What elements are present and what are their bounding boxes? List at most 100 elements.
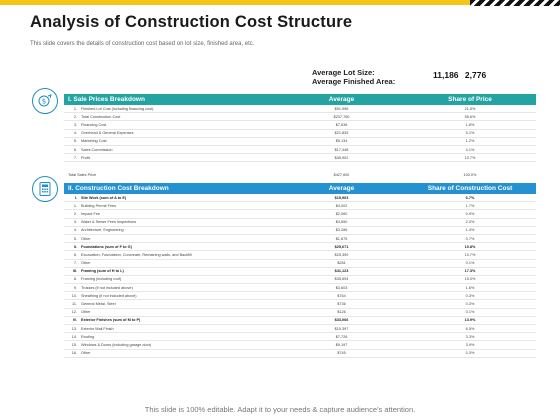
row-share: 0.3% bbox=[465, 302, 475, 307]
row-average: $2,060 bbox=[335, 211, 348, 216]
row-number: 5. bbox=[73, 139, 77, 144]
row-label: Exterior Wall Finish bbox=[81, 326, 114, 331]
row-label-cell: 8. Framing (including roof) bbox=[64, 277, 279, 281]
row-number: 16. bbox=[71, 351, 77, 356]
row-average: $21,835 bbox=[334, 131, 349, 136]
row-label: Sales Commission bbox=[81, 147, 113, 152]
row-label: Roofing bbox=[81, 334, 95, 339]
row-number: 3. bbox=[73, 220, 77, 225]
row-share: 5.1% bbox=[465, 131, 475, 136]
summary-values: 11,186 2,776 bbox=[433, 70, 486, 80]
table-row: IV. Exterior Finishes (sum of M to P) $33,… bbox=[64, 317, 536, 325]
row-number: III. bbox=[72, 269, 77, 274]
row-label: Finished Lot Cost (including financing c… bbox=[81, 106, 154, 111]
row-number: 5. bbox=[73, 236, 77, 241]
row-label: Total Construction Cost bbox=[81, 114, 121, 119]
construction-col-share: Share of Construction Cost bbox=[427, 185, 513, 192]
calculator-icon bbox=[32, 176, 58, 202]
row-share: 3.3% bbox=[465, 334, 475, 339]
table-row: 11. General Metal, Steel $736 0.3% bbox=[64, 300, 536, 309]
row-label-cell: 3. Financing Cost bbox=[64, 123, 279, 127]
table-row: 13. Exterior Wall Finish $15,397 6.5% bbox=[64, 325, 536, 334]
row-number: I. bbox=[74, 195, 77, 200]
table-row: 7. Profit $45,902 10.7% bbox=[64, 154, 536, 163]
row-share: 1.7% bbox=[465, 203, 475, 208]
row-label-cell: 3. Water & Sewer Fees Inspections bbox=[64, 220, 279, 224]
row-label: Overhead & General Expenses bbox=[81, 131, 134, 136]
row-label: General Metal, Steel bbox=[81, 302, 116, 307]
sale-col-label: I. Sale Prices Breakdown bbox=[68, 96, 145, 103]
table-row: 9. Trusses (if not included above) $3,603 1… bbox=[64, 284, 536, 293]
row-average: $5,134 bbox=[335, 139, 348, 144]
footer-note: This slide is 100% editable. Adapt it to… bbox=[144, 405, 416, 414]
sale-table-header: I. Sale Prices Breakdown Average Share o… bbox=[64, 94, 536, 105]
row-number: II. bbox=[73, 244, 77, 249]
row-label: Profit bbox=[81, 155, 90, 160]
row-average: $25,390 bbox=[334, 252, 349, 257]
table-row: 4. Architecture, Engineering $3,286 1.4% bbox=[64, 227, 536, 235]
finished-area-value: 2,776 bbox=[464, 70, 487, 80]
row-number: 10. bbox=[71, 293, 77, 298]
row-label-cell: 13. Exterior Wall Finish bbox=[64, 327, 279, 331]
row-number: 14. bbox=[71, 334, 77, 339]
row-share: 0.9% bbox=[465, 211, 475, 216]
row-label-cell: 2. Impact Fee bbox=[64, 212, 279, 216]
table-row: 2. Total Construction Cost $237,760 55.6% bbox=[64, 113, 536, 122]
construction-rows: I. Site Work (sum of A to E) $15,903 6.7% 1.… bbox=[64, 194, 536, 358]
row-label: Financing Cost bbox=[81, 122, 107, 127]
row-label: Windows & Doors (including garage door) bbox=[81, 342, 152, 347]
row-number: 2. bbox=[73, 114, 77, 119]
row-share: 0.1% bbox=[465, 310, 475, 315]
sale-col-average: Average bbox=[328, 96, 355, 103]
table-row: II. Foundations (sum of F to G) $25,671 10.… bbox=[64, 243, 536, 252]
row-label: Framing (including roof) bbox=[81, 277, 122, 282]
table-row: 16. Other $745 0.3% bbox=[64, 350, 536, 358]
page-subtitle: This slide covers the details of constru… bbox=[30, 41, 255, 47]
row-share: 2.0% bbox=[465, 220, 475, 225]
row-label-cell: 2. Total Construction Cost bbox=[64, 115, 279, 119]
row-share: 6.7% bbox=[465, 195, 475, 200]
sale-rows: 1. Finished Lot Cost (including financing… bbox=[64, 105, 536, 163]
row-label-cell: 7. Profit bbox=[64, 156, 279, 160]
row-number: 8. bbox=[73, 277, 77, 282]
row-label-cell: 4. Architecture, Engineering bbox=[64, 228, 279, 232]
row-label-cell: 4. Overhead & General Expenses bbox=[64, 131, 279, 135]
row-share: 17.3% bbox=[464, 269, 476, 274]
table-row: 7. Other $281 0.1% bbox=[64, 260, 536, 268]
total-average: $427,692 bbox=[333, 173, 350, 177]
table-row: 1. Building Permit Fees $4,002 1.7% bbox=[64, 202, 536, 211]
row-number: 2. bbox=[73, 211, 77, 216]
total-sales-row: Total Sales Price $427,692 100.0% bbox=[64, 173, 536, 177]
row-label-cell: III. Framing (sum of H to L) bbox=[64, 269, 279, 273]
row-number: 15. bbox=[71, 342, 77, 347]
row-label-cell: 7. Other bbox=[64, 261, 279, 265]
page-title: Analysis of Construction Cost Structure bbox=[30, 13, 353, 31]
row-label-cell: 1. Finished Lot Cost (including financing… bbox=[64, 107, 279, 111]
row-average: $25,671 bbox=[334, 244, 349, 249]
row-label-cell: I. Site Work (sum of A to E) bbox=[64, 196, 279, 200]
row-label-cell: 9. Trusses (if not included above) bbox=[64, 286, 279, 290]
row-label-cell: 1. Building Permit Fees bbox=[64, 204, 279, 208]
table-row: 1. Finished Lot Cost (including financing… bbox=[64, 105, 536, 114]
lot-size-label: Average Lot Size: bbox=[312, 68, 375, 77]
row-number: 1. bbox=[73, 203, 77, 208]
row-number: 4. bbox=[73, 131, 77, 136]
row-average: $4,002 bbox=[335, 203, 348, 208]
row-label: Impact Fee bbox=[81, 211, 100, 216]
row-label: Other bbox=[81, 351, 91, 356]
row-share: 0.7% bbox=[465, 236, 475, 241]
row-number: 6. bbox=[73, 252, 77, 257]
table-row: 4. Overhead & General Expenses $21,835 5.1% bbox=[64, 130, 536, 138]
construction-table-header: II. Construction Cost Breakdown Average … bbox=[64, 183, 536, 194]
row-average: $126 bbox=[337, 310, 346, 315]
total-label: Total Sales Price bbox=[68, 173, 97, 177]
row-share: 10.8% bbox=[464, 244, 476, 249]
finished-area-label: Average Finished Area: bbox=[312, 77, 396, 86]
row-share: 55.6% bbox=[464, 114, 476, 119]
row-number: 11. bbox=[72, 302, 77, 307]
row-label: Other bbox=[81, 310, 91, 315]
table-row: 14. Roofing $7,726 3.3% bbox=[64, 333, 536, 342]
row-average: $35,694 bbox=[334, 277, 349, 282]
row-label-cell: 16. Other bbox=[64, 351, 279, 355]
row-number: 4. bbox=[73, 228, 77, 233]
